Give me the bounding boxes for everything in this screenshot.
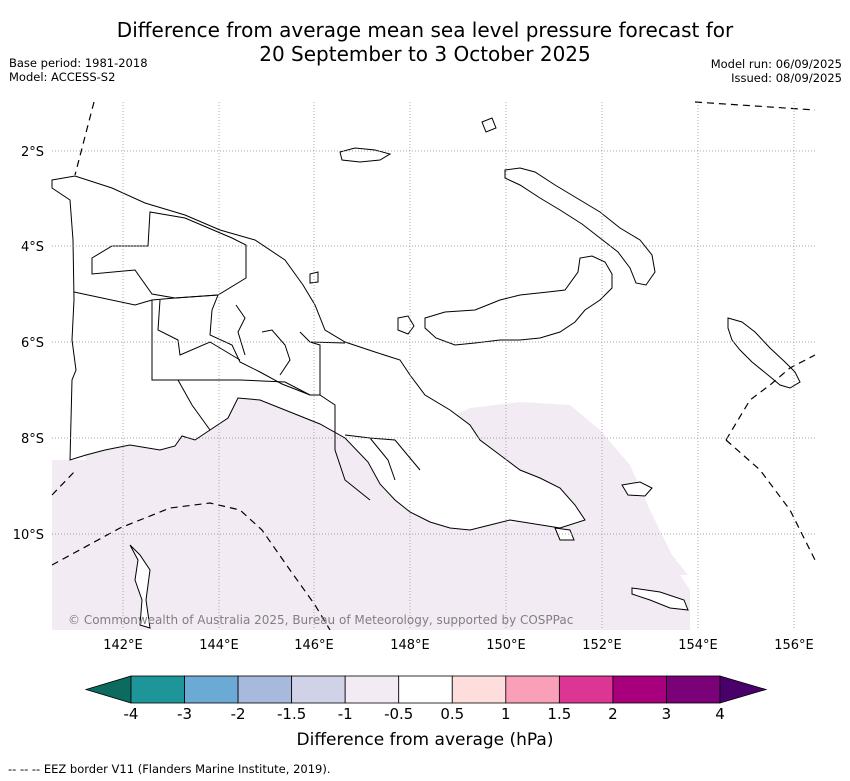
copyright-notice: © Commonwealth of Australia 2025, Bureau… (68, 613, 574, 627)
colorbar-box (666, 675, 721, 704)
colorbar-extend-low (84, 675, 132, 704)
colorbar-box (612, 675, 667, 704)
colorbar-tick-label: -1 (337, 705, 353, 723)
colorbar-box (398, 675, 453, 704)
colorbar-tick-label: -1.5 (276, 705, 307, 723)
lon-tick-label: 156°E (774, 638, 814, 653)
colorbar-tick-label: -3 (177, 705, 193, 723)
lon-tick-label: 144°E (199, 638, 239, 653)
eez-borders (51, 101, 816, 631)
island-north (481, 117, 497, 133)
colorbar-box (344, 675, 400, 704)
colorbar-tick-label: 4 (715, 705, 725, 723)
anomaly-region-west (52, 370, 690, 630)
lat-tick-labels: 2°S 4°S 6°S 8°S 10°S (13, 145, 44, 543)
lon-tick-label: 148°E (390, 638, 430, 653)
eez-legend-note: -- -- -- EEZ border V11 (Flanders Marine… (8, 762, 331, 776)
colorbar-tick-label: 1.5 (547, 705, 572, 723)
base-period: Base period: 1981-2018 (9, 56, 148, 70)
colorbar-tick-label: -4 (123, 705, 139, 723)
lon-tick-labels: 142°E 144°E 146°E 148°E 150°E 152°E 154°E 156°E (103, 638, 814, 653)
issued-date: Issued: 08/09/2025 (731, 71, 842, 85)
colorbar-tick-label: 2 (608, 705, 618, 723)
island-kairiru (397, 315, 415, 335)
colorbar-box (184, 675, 239, 704)
province-borders (73, 211, 421, 501)
pressure-anomaly-shading (52, 370, 690, 630)
new-britain-island (424, 255, 613, 346)
lon-tick-label: 150°E (486, 638, 526, 653)
anomaly-region-east (445, 402, 688, 575)
colorbar-tick-label: -2 (230, 705, 246, 723)
graticule (52, 102, 816, 630)
colorbar-box (291, 675, 346, 704)
island-karkar (309, 271, 319, 284)
colorbar-box (237, 675, 293, 704)
lon-tick-label: 152°E (582, 638, 622, 653)
lat-tick-label: 2°S (21, 145, 44, 160)
colorbar (84, 675, 768, 704)
island-southeast (631, 587, 689, 611)
colorbar-tick-label: 0.5 (440, 705, 465, 723)
island-fergusson (554, 527, 575, 541)
model-run: Model run: 06/09/2025 (710, 57, 842, 71)
lon-tick-label: 142°E (103, 638, 143, 653)
lon-tick-label: 146°E (294, 638, 334, 653)
model-name: Model: ACCESS-S2 (9, 70, 116, 84)
colorbar-tick-label: 1 (501, 705, 511, 723)
colorbar-box (505, 675, 560, 704)
landmass (51, 117, 801, 629)
lat-tick-label: 10°S (13, 528, 44, 543)
lat-tick-label: 8°S (21, 432, 44, 447)
colorbar-tick-label: -0.5 (384, 705, 414, 723)
colorbar-tick-label: 3 (661, 705, 672, 723)
manus-island (339, 147, 392, 163)
lon-tick-label: 154°E (678, 638, 718, 653)
australia-cape-york (129, 544, 151, 629)
new-ireland-island (504, 167, 656, 286)
new-guinea-island (51, 175, 586, 531)
colorbar-box (558, 675, 614, 704)
colorbar-box (130, 675, 185, 704)
colorbar-extend-high (719, 675, 768, 704)
colorbar-box (451, 675, 507, 704)
meta-left: Base period: 1981-2018 Model: ACCESS-S2 (9, 56, 148, 84)
lat-tick-label: 4°S (21, 240, 44, 255)
meta-right: Model run: 06/09/2025 Issued: 08/09/2025 (711, 57, 842, 85)
island-east (621, 481, 653, 497)
bougainville-island (727, 317, 801, 389)
map-title: Difference from average mean sea level p… (116, 18, 734, 66)
lat-tick-label: 6°S (21, 336, 44, 351)
colorbar-title: Difference from average (hPa) (296, 730, 554, 750)
